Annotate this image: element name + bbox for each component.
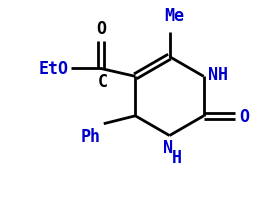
- Text: EtO: EtO: [38, 60, 68, 78]
- Text: O: O: [96, 20, 106, 38]
- Text: Me: Me: [164, 7, 184, 25]
- Text: H: H: [171, 149, 181, 166]
- Text: Ph: Ph: [81, 127, 101, 145]
- Text: NH: NH: [208, 66, 228, 84]
- Text: N: N: [163, 139, 172, 157]
- Text: O: O: [239, 107, 249, 125]
- Text: C: C: [98, 73, 108, 91]
